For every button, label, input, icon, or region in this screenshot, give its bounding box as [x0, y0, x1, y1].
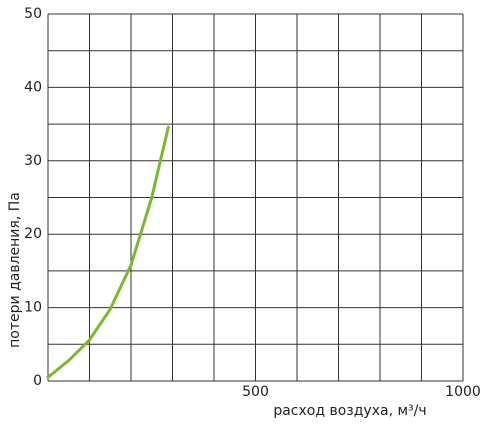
x-tick-label: 500	[242, 384, 269, 400]
y-tick-label: 10	[24, 300, 42, 316]
y-tick-label: 0	[33, 373, 42, 389]
x-axis-title: расход воздуха, м³/ч	[273, 403, 426, 419]
x-tick-label: 1000	[445, 384, 481, 400]
y-tick-label: 40	[24, 79, 42, 95]
y-tick-label: 30	[24, 153, 42, 169]
y-axis-title: потери давления, Па	[7, 192, 23, 348]
line	[46, 125, 170, 379]
y-tick-label: 20	[24, 226, 42, 242]
y-tick-label: 50	[24, 6, 42, 22]
